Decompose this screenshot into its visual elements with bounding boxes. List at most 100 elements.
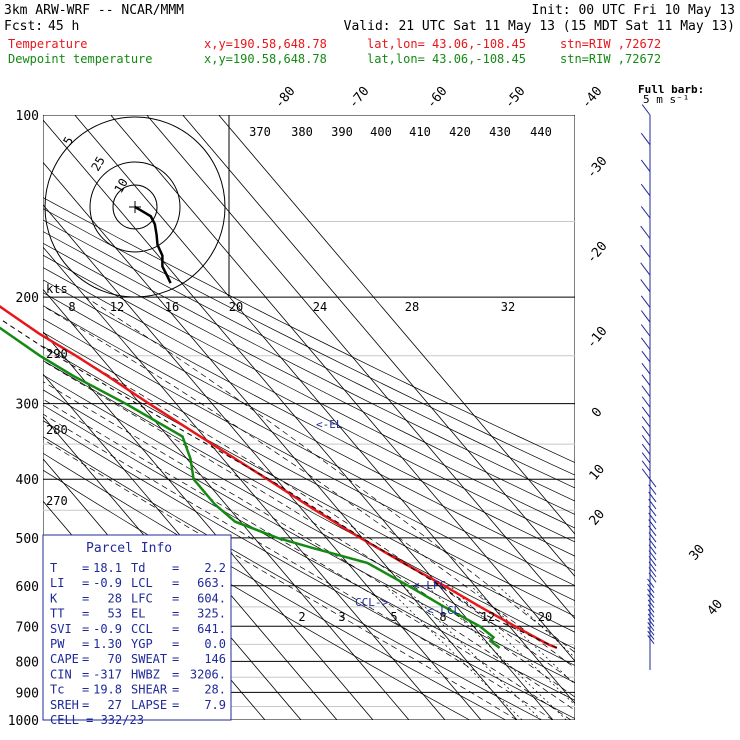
pressure-tick-label: 400 <box>16 473 39 488</box>
dry-adiabat <box>43 436 542 720</box>
isotherm-line <box>218 115 575 535</box>
wind-barb <box>648 519 657 530</box>
wind-barb <box>647 578 655 588</box>
parcel-info-equals: = <box>82 652 89 666</box>
parcel-info-equals: = <box>82 698 89 712</box>
isotherm-line <box>43 373 338 720</box>
wind-barb <box>647 588 655 599</box>
parcel-info-value: 19.8 <box>93 683 122 697</box>
temperature-profile <box>0 305 558 650</box>
wind-barb <box>641 452 651 464</box>
theta-label: 270 <box>46 494 68 508</box>
dry-adiabat <box>43 318 575 602</box>
wind-barb <box>647 609 655 618</box>
parcel-info-equals: = <box>172 637 179 651</box>
hodograph-speed-label: 16 <box>165 300 179 314</box>
dry-adiabat <box>43 254 575 529</box>
parcel-info-value: 0.0 <box>204 637 226 651</box>
parcel-info-key: LFC <box>131 591 153 605</box>
dry-adiabat <box>43 360 575 650</box>
parcel-info-key: TT <box>50 607 64 621</box>
dewpoint-legend-label: Dewpoint temperature <box>8 52 153 66</box>
wind-barb <box>648 476 657 488</box>
parcel-info-box: Parcel Info T = 18.1 Td = 2.2 LI = -0.9 LCL = 663. K =… <box>42 534 232 727</box>
dry-adiabat <box>43 208 575 476</box>
dry-adiabat <box>43 420 575 720</box>
parcel-info-value: -317 <box>93 667 122 681</box>
temperature-legend-xy: x,y=190.58,648.78 <box>204 37 327 51</box>
theta-label: 430 <box>489 125 511 139</box>
parcel-info-key: SVI <box>50 622 72 636</box>
dry-adiabat <box>43 374 575 666</box>
theta-label: 440 <box>530 125 552 139</box>
hodograph-kts-label: kts <box>46 282 68 296</box>
theta-label: 420 <box>449 125 471 139</box>
parcel-info-equals: = <box>172 667 179 681</box>
parcel-info-value: 325. <box>197 607 226 621</box>
hodograph-ring-label: 25 <box>88 154 107 174</box>
wind-barb <box>647 630 655 640</box>
wind-barb <box>647 604 655 613</box>
mixing-ratio-label: 2 <box>298 610 305 624</box>
hodograph-speed-label: 8 <box>68 300 75 314</box>
wind-barb <box>641 362 651 375</box>
pressure-tick-label: 900 <box>16 686 39 701</box>
mixing-ratio-label: 12 <box>481 610 495 624</box>
wind-barb <box>640 295 651 308</box>
fcst-value: 45 h <box>48 19 79 34</box>
parcel-info-key: LAPSE <box>131 698 167 712</box>
dewpoint-legend-xy: x,y=190.58,648.78 <box>204 52 327 66</box>
theta-label: 410 <box>409 125 431 139</box>
parcel-info-title: Parcel Info <box>86 541 172 556</box>
hodograph-speed-label: 32 <box>501 300 515 314</box>
mixing-ratio-line <box>470 585 575 685</box>
mixing-ratio-line <box>449 585 575 706</box>
dry-adiabat <box>43 305 575 586</box>
parcel-info-equals: = <box>82 683 89 697</box>
dry-adiabat <box>43 231 575 502</box>
barb-legend-value: 5 m s⁻¹ <box>643 93 689 106</box>
pressure-tick-label: 300 <box>16 398 39 413</box>
parcel-info-equals: = <box>82 622 89 636</box>
mixing-ratio-label: 8 <box>439 610 446 624</box>
wind-barb <box>648 550 657 561</box>
mixing-ratio-line <box>384 585 523 720</box>
hodograph-speed-label: 20 <box>229 300 243 314</box>
dry-adiabat <box>43 389 575 684</box>
parcel-info-equals: = <box>82 637 89 651</box>
moist-adiabat <box>43 305 575 669</box>
wind-barb <box>648 572 657 583</box>
lcl-annotation: <-LCL <box>427 604 460 617</box>
parcel-info-equals: = <box>82 561 89 575</box>
pressure-tick-label: 500 <box>16 532 39 547</box>
wind-barb <box>641 406 651 418</box>
wind-barb <box>647 618 655 627</box>
parcel-info-equals: = <box>82 607 89 621</box>
wind-barb <box>640 206 651 219</box>
wind-barb <box>648 525 657 537</box>
wind-barb <box>648 491 657 503</box>
temperature-legend-latlon: lat,lon= 43.06,-108.45 <box>367 37 526 51</box>
wind-barb <box>641 385 651 397</box>
parcel-info-equals: = <box>172 607 179 621</box>
moist-adiabat <box>43 398 572 720</box>
hodograph-ring <box>112 184 158 230</box>
wind-barb <box>647 635 655 645</box>
wind-barb <box>641 104 651 116</box>
dry-adiabat <box>43 404 575 701</box>
parcel-info-value: 53 <box>108 607 122 621</box>
mixing-ratio-line <box>497 585 575 659</box>
temperature-legend-label: Temperature <box>8 37 87 51</box>
dry-adiabat <box>43 292 575 572</box>
parcel-info-value: -0.9 <box>93 576 122 590</box>
hodograph-speed-label: 12 <box>110 300 124 314</box>
fcst-label: Fcst: <box>4 19 43 34</box>
parcel-info-cell: CELL = 332/23 <box>50 713 144 727</box>
wind-barb <box>648 532 657 543</box>
temperature-legend-stn: stn=RIW ,72672 <box>560 37 661 51</box>
isotherm-line <box>43 204 482 720</box>
parcel-info-equals: = <box>172 622 179 636</box>
pressure-tick-label: 800 <box>16 655 39 670</box>
parcel-info-key: CIN <box>50 667 72 681</box>
parcel-info-equals: = <box>172 698 179 712</box>
